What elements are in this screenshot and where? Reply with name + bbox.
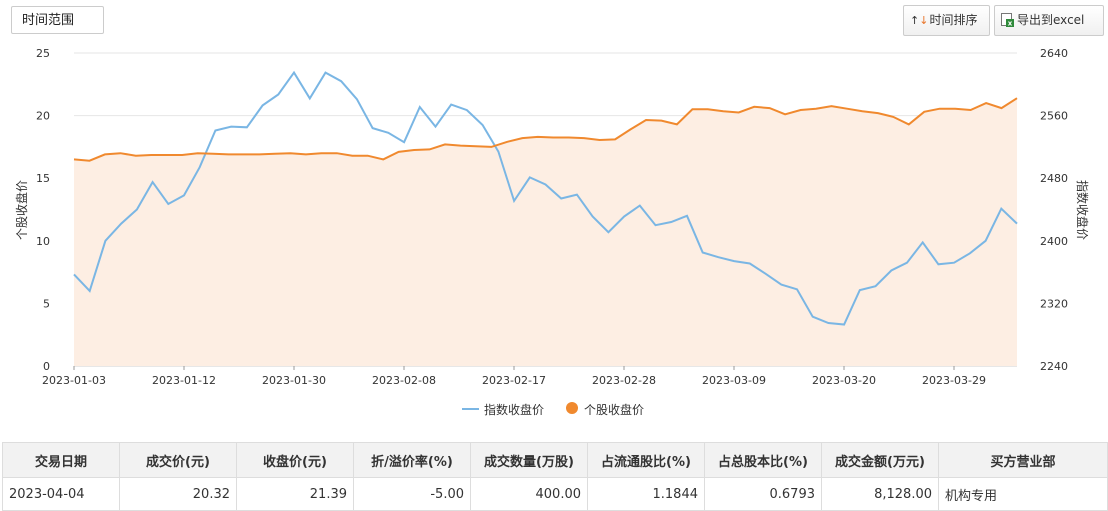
col-total-ratio[interactable]: 占总股本比(%) xyxy=(704,442,822,478)
col-trade-price[interactable]: 成交价(元) xyxy=(119,442,237,478)
y-right-tick-label: 2320 xyxy=(1040,297,1068,310)
export-excel-button[interactable]: x 导出到excel xyxy=(994,5,1104,36)
y-left-tick-label: 20 xyxy=(36,110,50,123)
cell-trade-price: 20.32 xyxy=(119,477,237,511)
col-trade-date[interactable]: 交易日期 xyxy=(2,442,120,478)
col-amount[interactable]: 成交金额(万元) xyxy=(821,442,939,478)
x-axis-ticks: 2023-01-03 2023-01-12 2023-01-30 2023-02-08… xyxy=(42,366,986,385)
y-right-axis-label: 指数收盘价 xyxy=(1075,180,1090,240)
time-range-button[interactable]: 时间范围 xyxy=(11,6,104,34)
table-row: 2023-04-04 20.32 21.39 -5.00 400.00 1.18… xyxy=(2,477,1108,511)
y-left-tick-label: 10 xyxy=(36,235,50,248)
index-close-line xyxy=(73,70,1018,326)
y-left-tick-label: 25 xyxy=(36,47,50,60)
x-tick-label: 2023-01-03 xyxy=(42,374,106,385)
y-right-ticks: 2240 2320 2400 2480 2560 2640 xyxy=(1040,47,1068,373)
col-close-price[interactable]: 收盘价(元) xyxy=(236,442,354,478)
x-tick-label: 2023-01-12 xyxy=(152,374,216,385)
cell-premium-rate: -5.00 xyxy=(353,477,471,511)
cell-volume: 400.00 xyxy=(470,477,588,511)
y-left-tick-label: 0 xyxy=(43,360,50,373)
excel-icon: x xyxy=(1001,13,1014,27)
toolbar: 时间范围 ↑↓时间排序 x 导出到excel xyxy=(0,0,1108,44)
legend-index-swatch[interactable] xyxy=(462,408,479,410)
y-right-tick-label: 2400 xyxy=(1040,235,1068,248)
x-tick-label: 2023-02-28 xyxy=(592,374,656,385)
cell-trade-date: 2023-04-04 xyxy=(2,477,120,511)
x-tick-label: 2023-02-08 xyxy=(372,374,436,385)
y-left-axis-label: 个股收盘价 xyxy=(14,180,29,240)
block-trade-table: 交易日期 成交价(元) 收盘价(元) 折/溢价率(%) 成交数量(万股) 占流通… xyxy=(2,442,1108,511)
legend-index-label[interactable]: 指数收盘价 xyxy=(484,403,545,417)
col-premium-rate[interactable]: 折/溢价率(%) xyxy=(353,442,471,478)
y-left-tick-label: 15 xyxy=(36,172,50,185)
y-right-tick-label: 2480 xyxy=(1040,172,1068,185)
x-tick-label: 2023-03-20 xyxy=(812,374,876,385)
x-tick-label: 2023-03-29 xyxy=(922,374,986,385)
stock-close-area xyxy=(74,98,1017,366)
arrow-up-icon: ↑ xyxy=(910,14,920,27)
x-tick-label: 2023-03-09 xyxy=(702,374,766,385)
table-header-row: 交易日期 成交价(元) 收盘价(元) 折/溢价率(%) 成交数量(万股) 占流通… xyxy=(2,442,1108,478)
cell-amount: 8,128.00 xyxy=(821,477,939,511)
col-float-ratio[interactable]: 占流通股比(%) xyxy=(587,442,705,478)
y-right-tick-label: 2560 xyxy=(1040,110,1068,123)
x-tick-label: 2023-02-17 xyxy=(482,374,546,385)
time-sort-label: 时间排序 xyxy=(929,13,978,27)
svg-text:x: x xyxy=(1008,20,1013,28)
time-sort-button[interactable]: ↑↓时间排序 xyxy=(903,5,990,36)
price-chart: 0 5 10 15 20 25 2240 2320 2400 2480 2560 2640 2023… xyxy=(14,47,1090,385)
cell-float-ratio: 1.1844 xyxy=(587,477,705,511)
cell-total-ratio: 0.6793 xyxy=(704,477,822,511)
cell-buyer-dept: 机构专用 xyxy=(938,477,1108,511)
col-volume[interactable]: 成交数量(万股) xyxy=(470,442,588,478)
y-right-tick-label: 2640 xyxy=(1040,47,1068,60)
y-left-tick-label: 5 xyxy=(43,297,50,310)
export-excel-label: 导出到excel xyxy=(1017,13,1085,27)
arrow-down-icon: ↓ xyxy=(919,14,929,27)
x-tick-label: 2023-01-30 xyxy=(262,374,326,385)
stock-close-line xyxy=(73,97,1018,162)
y-right-tick-label: 2240 xyxy=(1040,360,1068,373)
y-left-ticks: 0 5 10 15 20 25 xyxy=(36,47,50,373)
col-buyer-dept[interactable]: 买方营业部 xyxy=(938,442,1108,478)
cell-close-price: 21.39 xyxy=(236,477,354,511)
legend-stock-label[interactable]: 个股收盘价 xyxy=(584,403,645,417)
legend-stock-swatch[interactable] xyxy=(566,402,578,414)
